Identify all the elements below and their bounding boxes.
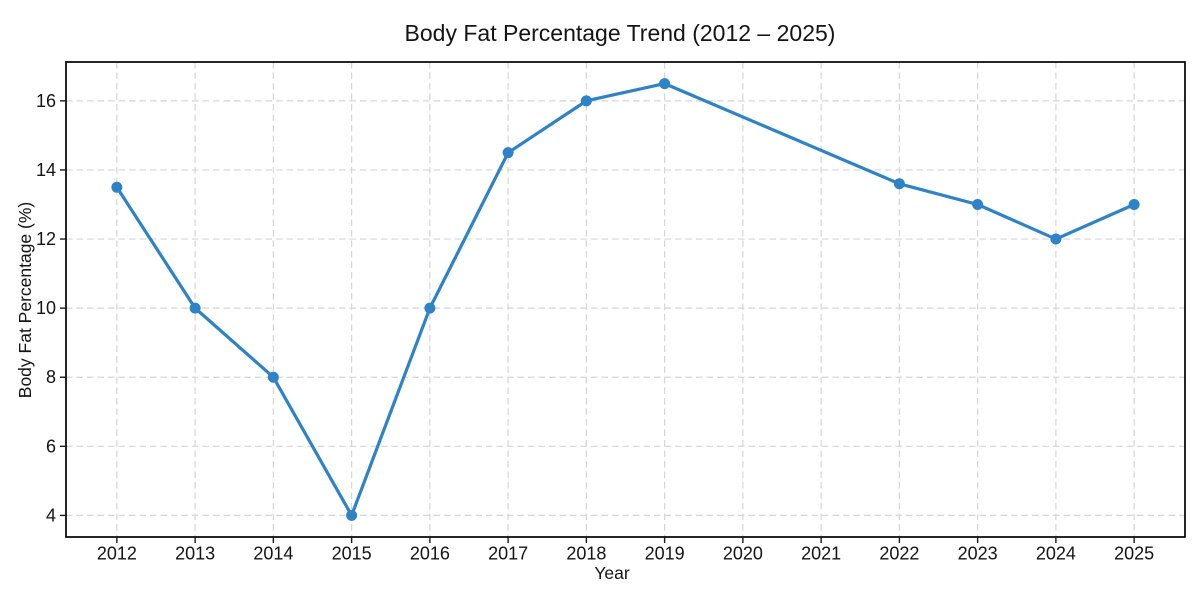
gridlines xyxy=(66,62,1185,537)
data-point-2018 xyxy=(580,95,592,107)
y-axis-label: Body Fat Percentage (%) xyxy=(15,202,35,398)
x-tick-label-2022: 2022 xyxy=(879,544,919,564)
y-tick-label-6: 6 xyxy=(46,436,56,456)
x-tick-label-2024: 2024 xyxy=(1036,544,1076,564)
y-tick-label-8: 8 xyxy=(46,367,56,387)
x-tick-label-2016: 2016 xyxy=(410,544,450,564)
x-tick-labels: 2012 2013 2014 2015 2016 2017 2018 2019 2020 2021… xyxy=(97,544,1154,564)
y-tick-label-12: 12 xyxy=(36,229,56,249)
x-axis-label: Year xyxy=(594,563,630,583)
x-tick-label-2018: 2018 xyxy=(566,544,606,564)
data-point-2016 xyxy=(424,302,436,314)
x-tick-label-2023: 2023 xyxy=(958,544,998,564)
x-tick-label-2014: 2014 xyxy=(253,544,293,564)
data-point-2012 xyxy=(111,181,123,193)
x-tick-label-2019: 2019 xyxy=(645,544,685,564)
x-tick-label-2021: 2021 xyxy=(801,544,841,564)
data-point-2014 xyxy=(267,371,279,383)
y-tick-label-14: 14 xyxy=(36,160,56,180)
y-tick-labels: 4 6 8 10 12 14 16 xyxy=(36,91,56,526)
y-tick-label-4: 4 xyxy=(46,505,56,525)
x-tick-label-2013: 2013 xyxy=(175,544,215,564)
y-tick-label-10: 10 xyxy=(36,298,56,318)
x-tick-label-2017: 2017 xyxy=(488,544,528,564)
x-tick-label-2015: 2015 xyxy=(332,544,372,564)
data-point-2019 xyxy=(659,78,671,90)
data-point-2025 xyxy=(1128,199,1140,210)
x-tick-label-2012: 2012 xyxy=(97,544,137,564)
x-tick-label-2025: 2025 xyxy=(1114,544,1154,564)
data-point-2017 xyxy=(502,147,514,159)
trend-series xyxy=(111,78,1140,521)
data-point-2013 xyxy=(189,302,201,314)
x-tick-label-2020: 2020 xyxy=(723,544,763,564)
plot-frame xyxy=(65,61,1186,538)
data-point-2022 xyxy=(893,178,905,190)
trend-line xyxy=(115,81,1136,518)
chart-title: Body Fat Percentage Trend (2012 – 2025) xyxy=(405,20,836,46)
axis-ticks xyxy=(60,100,1135,543)
data-point-2023 xyxy=(972,199,984,210)
data-point-2015 xyxy=(346,509,358,521)
y-tick-label-16: 16 xyxy=(36,91,56,111)
data-point-2024 xyxy=(1050,233,1062,245)
